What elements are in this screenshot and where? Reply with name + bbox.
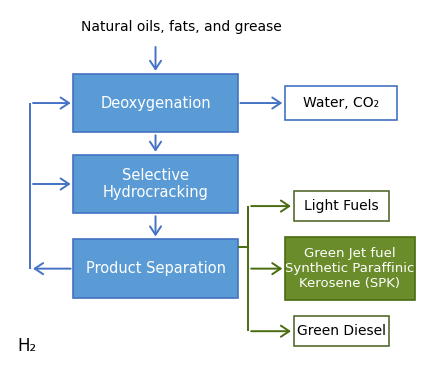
Text: Water, CO₂: Water, CO₂ [303, 96, 379, 110]
Text: Green Jet fuel
Synthetic Paraffinic
Kerosene (SPK): Green Jet fuel Synthetic Paraffinic Kero… [285, 247, 415, 290]
FancyBboxPatch shape [294, 316, 389, 346]
FancyBboxPatch shape [73, 239, 238, 298]
FancyBboxPatch shape [294, 191, 389, 221]
FancyBboxPatch shape [285, 86, 397, 120]
FancyBboxPatch shape [73, 74, 238, 132]
Text: Deoxygenation: Deoxygenation [100, 96, 211, 110]
Text: H₂: H₂ [17, 337, 37, 355]
FancyBboxPatch shape [73, 155, 238, 213]
FancyBboxPatch shape [285, 237, 415, 300]
Text: Light Fuels: Light Fuels [304, 199, 378, 213]
Text: Green Diesel: Green Diesel [297, 324, 386, 338]
Text: Selective
Hydrocracking: Selective Hydrocracking [102, 168, 209, 200]
Text: Natural oils, fats, and grease: Natural oils, fats, and grease [81, 20, 282, 34]
Text: Product Separation: Product Separation [86, 261, 226, 276]
